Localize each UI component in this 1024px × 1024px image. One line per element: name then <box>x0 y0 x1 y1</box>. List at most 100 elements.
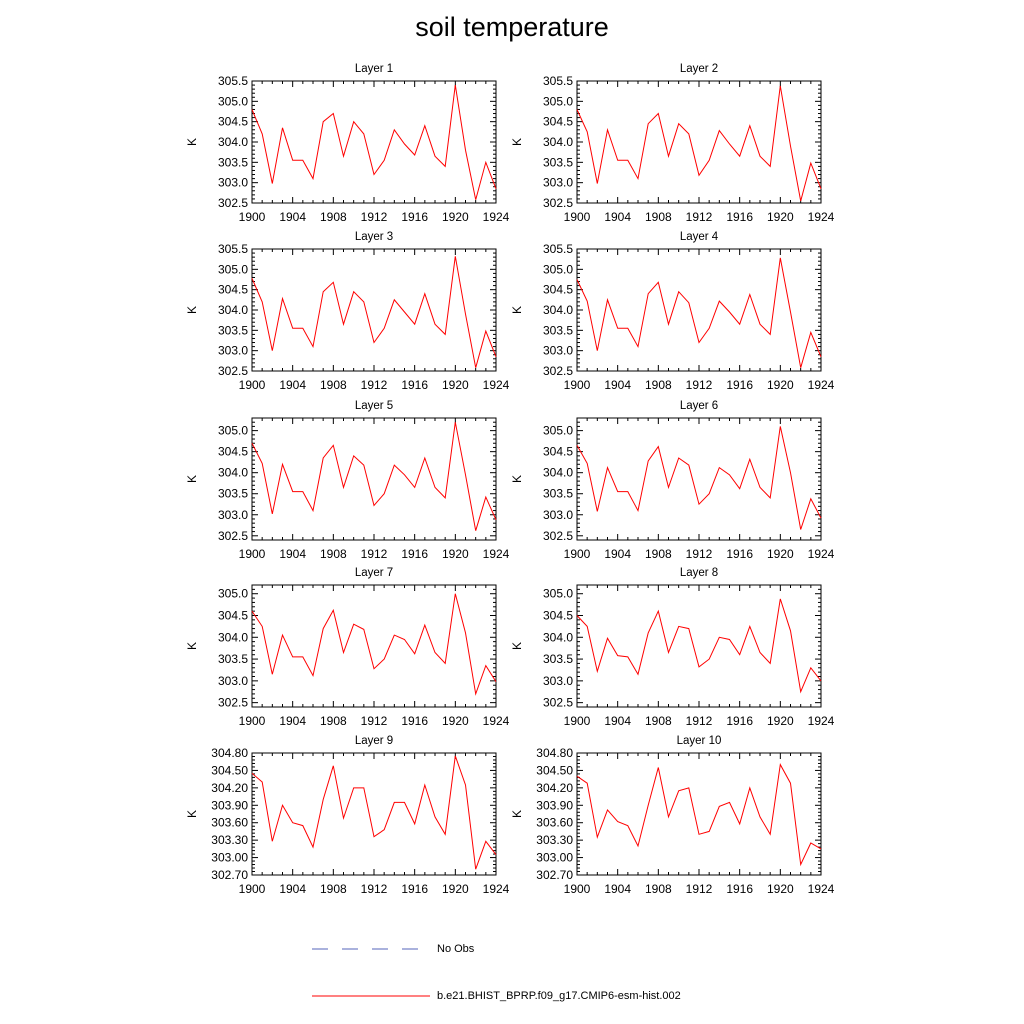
y-tick-label: 304.20 <box>211 781 248 795</box>
y-tick-label: 303.5 <box>543 323 573 337</box>
y-tick-label: 303.30 <box>211 833 248 847</box>
y-axis-label: K <box>510 138 524 146</box>
plot-frame <box>576 584 822 708</box>
y-axis-label: K <box>185 138 199 146</box>
x-tick-label: 1900 <box>564 882 591 896</box>
x-tick-label: 1904 <box>604 547 631 561</box>
panel-2: Layer 2 K 1900 1904 1908 1912 1916 1920 1924 302.… <box>510 63 835 224</box>
x-tick-label: 1912 <box>686 378 713 392</box>
chart-title: soil temperature <box>415 12 609 42</box>
panel-title: Layer 3 <box>355 231 393 243</box>
x-tick-label: 1920 <box>442 547 469 561</box>
panel-1: Layer 1 K 1900 1904 1908 1912 1916 1920 1924 302.… <box>185 63 510 224</box>
y-tick-label: 303.0 <box>218 176 248 190</box>
y-tick-label: 303.0 <box>543 176 573 190</box>
panel-title: Layer 9 <box>355 735 393 747</box>
y-axis-label: K <box>185 810 199 818</box>
panel-8: Layer 8 K 1900 1904 1908 1912 1916 1920 1924 302.… <box>510 567 835 728</box>
x-tick-label: 1912 <box>686 547 713 561</box>
y-tick-label: 305.0 <box>218 587 248 601</box>
panel-title: Layer 2 <box>680 63 718 75</box>
x-tick-label: 1924 <box>808 378 835 392</box>
y-tick-label: 305.5 <box>543 242 573 256</box>
plot-frame <box>576 248 822 372</box>
x-tick-label: 1924 <box>483 378 510 392</box>
x-tick-label: 1900 <box>239 714 266 728</box>
y-tick-label: 303.0 <box>543 508 573 522</box>
series-line <box>251 85 497 200</box>
x-tick-label: 1920 <box>767 547 794 561</box>
x-tick-label: 1908 <box>645 378 672 392</box>
y-tick-label: 304.0 <box>218 630 248 644</box>
x-tick-label: 1912 <box>361 714 388 728</box>
series-line <box>251 256 497 368</box>
x-tick-label: 1908 <box>320 547 347 561</box>
x-tick-label: 1912 <box>686 210 713 224</box>
y-tick-label: 304.5 <box>218 283 248 297</box>
plot-frame <box>251 248 497 372</box>
x-tick-label: 1908 <box>320 714 347 728</box>
plot-frame <box>251 417 497 541</box>
y-tick-label: 304.0 <box>543 303 573 317</box>
y-tick-label: 305.0 <box>543 94 573 108</box>
x-tick-label: 1920 <box>442 378 469 392</box>
x-tick-label: 1916 <box>401 210 428 224</box>
x-tick-label: 1904 <box>279 378 306 392</box>
x-tick-label: 1900 <box>564 547 591 561</box>
y-tick-label: 303.5 <box>218 323 248 337</box>
y-axis-label: K <box>185 306 199 314</box>
series-line <box>576 426 822 530</box>
panel-9: Layer 9 K 1900 1904 1908 1912 1916 1920 1924 302.… <box>185 735 510 896</box>
panel-6: Layer 6 K 1900 1904 1908 1912 1916 1920 1924 302.… <box>510 400 835 561</box>
x-tick-label: 1908 <box>320 882 347 896</box>
y-tick-label: 303.5 <box>218 155 248 169</box>
x-tick-label: 1904 <box>604 714 631 728</box>
y-tick-label: 304.0 <box>218 135 248 149</box>
x-tick-label: 1924 <box>808 547 835 561</box>
y-tick-label: 303.90 <box>211 798 248 812</box>
y-tick-label: 304.20 <box>536 781 573 795</box>
y-tick-label: 304.5 <box>543 609 573 623</box>
y-tick-label: 302.5 <box>543 196 573 210</box>
y-tick-label: 305.0 <box>543 424 573 438</box>
x-tick-label: 1904 <box>604 210 631 224</box>
y-tick-label: 303.90 <box>536 798 573 812</box>
panel-title: Layer 1 <box>355 63 393 75</box>
y-axis-label: K <box>185 642 199 650</box>
panel-title: Layer 7 <box>355 567 393 579</box>
x-tick-label: 1924 <box>808 714 835 728</box>
legend-label-no-obs: No Obs <box>437 943 475 955</box>
y-tick-label: 304.0 <box>218 466 248 480</box>
x-tick-label: 1912 <box>361 210 388 224</box>
x-tick-label: 1916 <box>726 547 753 561</box>
x-tick-label: 1924 <box>808 210 835 224</box>
x-tick-label: 1912 <box>361 547 388 561</box>
y-tick-label: 303.0 <box>543 344 573 358</box>
y-tick-label: 304.50 <box>536 763 573 777</box>
x-tick-label: 1916 <box>401 378 428 392</box>
legend-symbols <box>312 948 430 997</box>
x-tick-label: 1924 <box>483 882 510 896</box>
x-tick-label: 1908 <box>645 210 672 224</box>
y-tick-label: 302.5 <box>218 364 248 378</box>
x-tick-label: 1920 <box>767 714 794 728</box>
y-tick-label: 304.80 <box>211 746 248 760</box>
y-tick-label: 303.5 <box>543 487 573 501</box>
y-tick-label: 305.5 <box>218 74 248 88</box>
x-tick-label: 1912 <box>361 882 388 896</box>
y-tick-label: 304.5 <box>218 445 248 459</box>
x-tick-label: 1916 <box>401 714 428 728</box>
series-line <box>576 85 822 202</box>
y-tick-label: 303.5 <box>543 155 573 169</box>
y-tick-label: 305.0 <box>543 262 573 276</box>
x-tick-label: 1912 <box>686 714 713 728</box>
y-tick-label: 304.5 <box>218 609 248 623</box>
y-axis-label: K <box>510 306 524 314</box>
y-tick-label: 304.0 <box>543 135 573 149</box>
y-tick-label: 302.5 <box>218 529 248 543</box>
y-tick-label: 303.30 <box>536 833 573 847</box>
plot-frame <box>251 584 497 708</box>
x-tick-label: 1916 <box>726 210 753 224</box>
x-tick-label: 1904 <box>279 547 306 561</box>
